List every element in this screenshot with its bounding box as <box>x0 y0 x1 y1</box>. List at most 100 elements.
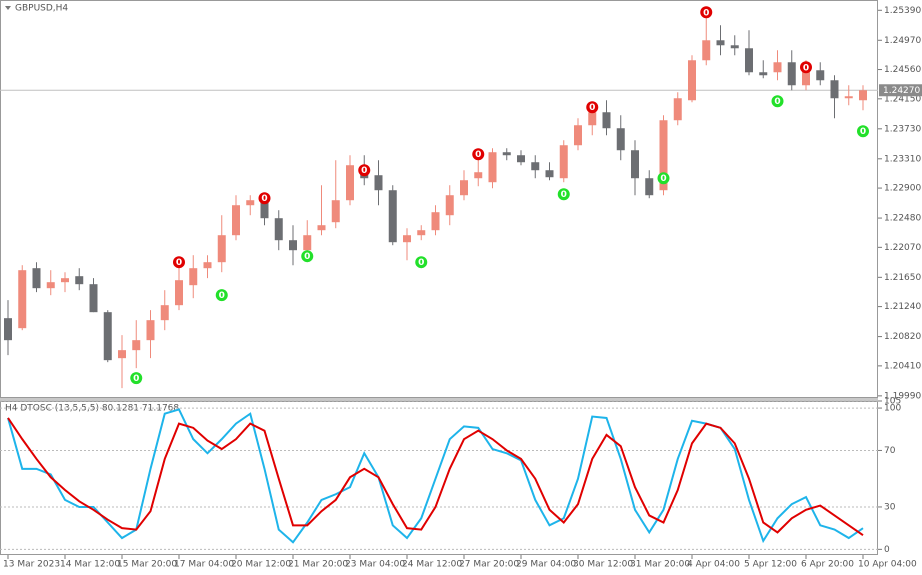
candle-body <box>403 235 411 243</box>
signal-label: 0 <box>133 374 139 384</box>
signal-marker <box>173 256 185 269</box>
candle-body <box>217 235 226 263</box>
candle-body <box>431 212 440 231</box>
y-tick-label: 1.20820 <box>884 332 921 342</box>
candle-body <box>844 96 853 99</box>
symbol-menu-arrow[interactable] <box>5 6 11 10</box>
candle-body <box>175 280 183 306</box>
signal-label: 0 <box>860 127 866 137</box>
x-tick-label: 6 Apr 20:00 <box>801 560 854 570</box>
x-tick-label: 4 Apr 04:00 <box>687 560 740 570</box>
candle-body <box>4 318 12 341</box>
candle-body <box>232 205 240 236</box>
candle-body <box>559 145 568 179</box>
candle-body <box>531 162 540 171</box>
candle-body <box>759 72 768 76</box>
y-tick-label: 1.24150 <box>884 94 921 104</box>
candle-body <box>488 152 497 183</box>
candle-body <box>388 190 397 243</box>
y-tick-label: 1.20410 <box>884 361 921 371</box>
signal-label: 0 <box>803 63 809 73</box>
candle-body <box>460 180 468 196</box>
signal-marker <box>358 164 371 177</box>
candle-body <box>574 125 582 146</box>
candle-body <box>645 178 654 196</box>
signal-label: 0 <box>561 190 567 200</box>
y-tick-label: 1.22070 <box>884 243 921 253</box>
main-panel <box>0 0 878 398</box>
signal-label: 0 <box>418 258 424 268</box>
y-tick-label: 1.21650 <box>884 273 921 283</box>
x-tick-label: 13 Mar 2023 <box>3 560 60 570</box>
candle-body <box>46 282 55 289</box>
signal-marker <box>130 372 143 385</box>
x-tick-label: 5 Apr 12:00 <box>744 560 797 570</box>
x-tick-label: 31 Mar 20:00 <box>630 560 690 570</box>
signal-marker <box>557 188 570 201</box>
candle-body <box>32 268 41 289</box>
signal-label: 0 <box>475 150 481 160</box>
signal-marker <box>415 256 428 269</box>
signal-label: 0 <box>261 194 267 204</box>
candle-body <box>75 276 84 285</box>
candle-body <box>545 170 554 178</box>
signal-marker <box>215 289 228 302</box>
x-tick-label: 21 Mar 20:00 <box>288 560 348 570</box>
candle-body <box>745 48 753 73</box>
signal-label: 0 <box>774 97 780 107</box>
oscillator-panel <box>0 401 878 555</box>
signal-marker <box>657 172 670 185</box>
x-tick-label: 10 Apr 04:00 <box>858 560 917 570</box>
candle-body <box>89 284 98 313</box>
signal-label: 0 <box>176 258 182 268</box>
y-tick-label: 1.24560 <box>884 65 921 75</box>
candle-body <box>203 262 212 269</box>
candle-body <box>616 128 625 151</box>
x-tick-label: 20 Mar 12:00 <box>231 560 291 570</box>
candle-body <box>189 268 198 286</box>
candle-body <box>502 152 511 156</box>
oscillator-line <box>7 417 864 537</box>
signal-label: 0 <box>219 291 225 301</box>
candle-body <box>859 90 867 101</box>
candle-body <box>716 40 725 46</box>
candle-body <box>61 278 69 283</box>
x-tick-label: 17 Mar 04:00 <box>174 560 234 570</box>
y-tick-label: 1.22480 <box>884 214 921 224</box>
y-tick-label: 1.22900 <box>884 184 921 194</box>
candle-body <box>303 235 312 251</box>
candle-body <box>816 70 825 81</box>
signal-marker <box>800 61 812 74</box>
y-tick-label: 0 <box>884 545 890 555</box>
candle-body <box>346 165 354 201</box>
x-tick-label: 14 Mar 12:00 <box>60 560 120 570</box>
signal-marker <box>700 6 713 19</box>
candle-body <box>773 62 782 73</box>
y-tick-label: 30 <box>884 502 896 512</box>
signal-marker <box>258 192 271 205</box>
panel-separator <box>0 398 878 401</box>
chart-title: GBPUSD,H4 <box>15 4 68 14</box>
signal-marker <box>586 101 599 114</box>
candle-body <box>602 112 611 129</box>
y-tick-label: 1.21240 <box>884 302 921 312</box>
candle-body <box>160 305 169 321</box>
candle-body <box>474 172 483 179</box>
candle-body <box>787 62 796 86</box>
signal-label: 0 <box>361 166 367 176</box>
y-tick-label: 70 <box>884 446 896 456</box>
candle-body <box>830 80 839 99</box>
candle-body <box>659 120 668 191</box>
y-tick-label: 100 <box>884 404 901 414</box>
x-tick-label: 30 Mar 12:00 <box>573 560 633 570</box>
candle-body <box>289 240 297 251</box>
x-tick-label: 24 Mar 12:00 <box>402 560 462 570</box>
candle-body <box>18 270 27 329</box>
candle-body <box>802 65 810 86</box>
current-price-label: 1.24270 <box>883 86 920 96</box>
x-tick-label: 23 Mar 04:00 <box>345 560 405 570</box>
candle-body <box>730 45 739 49</box>
signal-marker <box>472 148 485 161</box>
y-tick-label: 1.23730 <box>884 124 921 134</box>
